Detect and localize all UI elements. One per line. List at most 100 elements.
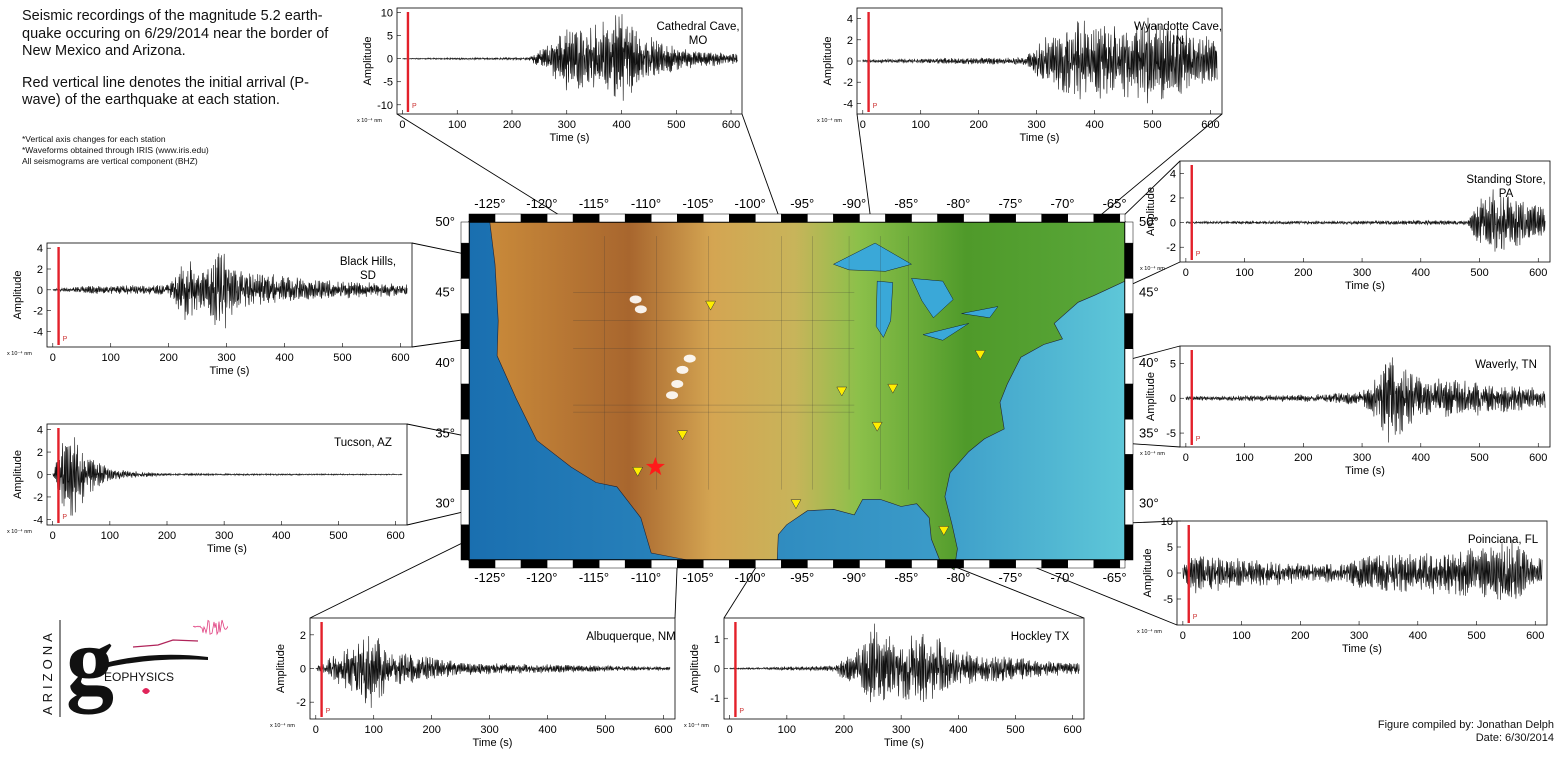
x-tick-label: 300 — [558, 119, 576, 131]
x-tick-label: 200 — [1294, 267, 1312, 279]
figure-notes: *Vertical axis changes for each station … — [22, 134, 209, 167]
x-axis-label: Time (s) — [1345, 280, 1385, 292]
us-map-svg: -125° -125° -120° -120° -115° -115° -110° -110°… — [435, 196, 1158, 585]
x-tick-label: 600 — [391, 352, 409, 364]
x-tick-label: 400 — [275, 352, 293, 364]
x-tick-label: 300 — [480, 724, 498, 736]
amplitude-scale-label: x 10⁻⁴ nm — [684, 722, 709, 729]
y-tick-label: 0 — [387, 54, 393, 66]
amplitude-scale-label: x 10⁻⁴ nm — [270, 722, 295, 729]
y-tick-label: 0 — [1170, 393, 1176, 405]
station-marker — [938, 526, 950, 536]
x-tick-label: 0 — [1183, 452, 1189, 464]
map-lat-label-left: 40° — [435, 355, 455, 370]
seismogram-black-hills: P 4 2 0 -2 -4 0 100 200 300 400 500 600 Time (s) Ampli… — [5, 237, 420, 385]
figure-subtitle: Red vertical line denotes the initial ar… — [22, 74, 309, 109]
waveform-trace — [52, 253, 408, 329]
y-axis-label: Amplitude — [822, 37, 834, 86]
amplitude-scale-label: x 10⁻⁴ nm — [1137, 628, 1162, 635]
map-lat-label-left: 50° — [435, 214, 455, 229]
x-tick-label: 0 — [1183, 267, 1189, 279]
map-lon-label-bottom: -75° — [998, 570, 1022, 585]
x-tick-label: 0 — [727, 724, 733, 736]
x-tick-label: 200 — [1291, 630, 1309, 642]
station-marker — [836, 386, 848, 397]
y-tick-label: -5 — [1166, 428, 1176, 440]
x-tick-label: 0 — [313, 724, 319, 736]
x-tick-label: 100 — [912, 119, 930, 131]
map-snow-peak-5 — [666, 391, 679, 400]
x-tick-label: 300 — [1027, 119, 1045, 131]
map-snow-peak-1 — [671, 379, 684, 388]
station-label: Wyandotte Cave, IN — [1134, 21, 1222, 47]
epicenter-star — [645, 457, 665, 476]
amplitude-scale-label: x 10⁻⁴ nm — [7, 528, 32, 535]
station-label: Standing Store, PA — [1466, 174, 1545, 200]
x-axis-label: Time (s) — [1345, 465, 1385, 477]
y-tick-label: 2 — [300, 630, 306, 642]
station-marker — [871, 421, 883, 432]
x-tick-label: 500 — [1143, 119, 1161, 131]
logo-arizona-text: ARIZONA — [40, 629, 55, 715]
map-lat-label-right: 30° — [1139, 496, 1159, 511]
y-tick-label: -10 — [377, 100, 393, 112]
y-axis-label: Amplitude — [275, 644, 287, 693]
x-tick-label: 0 — [1180, 630, 1186, 642]
x-tick-label: 100 — [448, 119, 466, 131]
x-tick-label: 400 — [538, 724, 556, 736]
y-tick-label: 0 — [714, 664, 720, 676]
map-lon-label-bottom: -70° — [1051, 570, 1075, 585]
map-lat-label-left: 30° — [435, 496, 455, 511]
y-tick-label: 2 — [37, 264, 43, 276]
station-label: Albuquerque, NM — [586, 631, 676, 643]
map-lon-label-bottom: -80° — [946, 570, 970, 585]
amplitude-scale-label: x 10⁻⁴ nm — [357, 117, 382, 124]
figure-title-block: Seismic recordings of the magnitude 5.2 … — [22, 8, 342, 124]
y-tick-label: 0 — [1167, 568, 1173, 580]
map-lon-label-top: -115° — [579, 196, 609, 211]
p-arrival-label: P — [1193, 614, 1198, 621]
x-tick-label: 500 — [329, 530, 347, 542]
y-tick-label: 4 — [37, 243, 43, 255]
x-tick-label: 300 — [1353, 452, 1371, 464]
arizona-geophysics-logo: ARIZONA g EOPHYSICS — [38, 605, 254, 740]
y-tick-label: -2 — [33, 492, 43, 504]
x-tick-label: 300 — [215, 530, 233, 542]
map-lon-label-top: -120° — [526, 196, 557, 211]
x-tick-label: 400 — [1412, 267, 1430, 279]
y-tick-label: -2 — [843, 77, 853, 89]
x-tick-label: 200 — [422, 724, 440, 736]
map-great-lake-0 — [832, 242, 913, 272]
station-marker — [632, 467, 644, 477]
x-axis-label: Time (s) — [210, 365, 250, 377]
waveform-trace — [729, 623, 1080, 703]
y-tick-label: -4 — [843, 98, 853, 110]
waveform-trace — [1185, 189, 1546, 252]
x-tick-label: 600 — [1529, 452, 1547, 464]
y-tick-label: 2 — [847, 35, 853, 47]
station-label: Tucson, AZ — [334, 437, 392, 449]
y-axis-label: Amplitude — [12, 271, 24, 320]
y-tick-label: 4 — [1170, 168, 1176, 180]
p-arrival-label: P — [63, 336, 68, 343]
station-marker — [677, 430, 688, 441]
y-tick-label: 4 — [847, 14, 853, 26]
x-tick-label: 600 — [1201, 119, 1219, 131]
y-tick-label: 2 — [1170, 193, 1176, 205]
x-tick-label: 100 — [1232, 630, 1250, 642]
p-arrival-label: P — [873, 103, 878, 110]
x-tick-label: 100 — [778, 724, 796, 736]
amplitude-scale-label: x 10⁻⁴ nm — [817, 117, 842, 124]
p-arrival-label: P — [1196, 251, 1201, 258]
map-snow-peak-4 — [629, 295, 642, 304]
p-arrival-label: P — [1196, 436, 1201, 443]
seismogram-poinciana: P 10 5 0 -5 0 100 200 300 400 500 600 Time (s) Amplit… — [1135, 515, 1555, 663]
y-tick-label: 5 — [1167, 542, 1173, 554]
y-tick-label: -4 — [33, 326, 43, 338]
map-lat-label-right: 50° — [1139, 214, 1159, 229]
y-tick-label: 0 — [847, 56, 853, 68]
y-axis-label: Amplitude — [1145, 372, 1157, 421]
map-lat-label-right: 35° — [1139, 425, 1159, 440]
x-tick-label: 100 — [1235, 452, 1253, 464]
x-tick-label: 500 — [1467, 630, 1485, 642]
